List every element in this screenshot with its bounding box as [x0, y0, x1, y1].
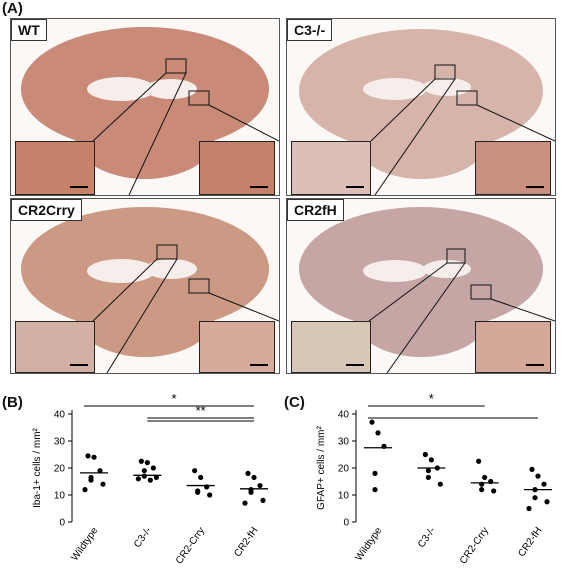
data-point	[428, 457, 434, 463]
data-point	[141, 468, 147, 474]
panel-c-label: (C)	[284, 394, 305, 411]
brain-section-cr2fh: CR2fH	[286, 198, 556, 374]
data-point	[372, 470, 378, 476]
significance-label: *	[429, 391, 434, 406]
data-point	[88, 477, 94, 483]
data-point	[526, 505, 532, 512]
tile-label-wt: WT	[11, 19, 47, 41]
data-point	[192, 468, 198, 474]
x-tick-label: C3-/-	[132, 525, 154, 550]
scale-bar	[526, 364, 544, 366]
data-point	[437, 481, 443, 487]
data-point	[91, 454, 97, 460]
scale-bar	[346, 186, 364, 188]
y-tick-label: 10	[338, 491, 350, 502]
data-point	[195, 489, 201, 495]
data-point	[251, 474, 257, 481]
y-tick-label: 10	[54, 491, 66, 502]
x-tick-label: CR2-Crry	[458, 525, 491, 566]
scale-bar	[70, 364, 88, 366]
data-point	[529, 466, 535, 472]
y-tick-label: 30	[338, 437, 350, 448]
data-point	[425, 474, 431, 481]
brain-image-cr2fh	[299, 207, 555, 373]
data-point	[245, 470, 251, 476]
data-point	[544, 499, 550, 505]
y-axis-label: GFAP+ cells / mm²	[316, 426, 327, 510]
scale-bar	[250, 186, 268, 188]
y-tick-label: 20	[54, 464, 66, 475]
scale-bar	[250, 364, 268, 366]
data-point	[372, 487, 378, 493]
inset-wt-left	[15, 141, 95, 195]
inset-wt-right	[199, 141, 275, 195]
brain-section-c3: C3-/-	[286, 18, 556, 196]
y-tick-label: 30	[54, 437, 66, 448]
data-point	[138, 458, 144, 464]
data-point	[135, 476, 141, 482]
inset-cr2crry-right	[199, 321, 275, 373]
inset-cr2fh-right	[475, 321, 551, 373]
data-point	[479, 487, 485, 493]
data-point	[147, 477, 153, 483]
data-point	[541, 481, 547, 487]
data-point	[482, 474, 488, 481]
panel-b-label: (B)	[2, 394, 23, 411]
panel-a-label: (A)	[2, 0, 23, 17]
y-tick-label: 0	[343, 518, 349, 529]
brain-image-c3	[299, 29, 555, 195]
brain-section-cr2crry: CR2Crry	[10, 198, 280, 374]
data-point	[491, 488, 497, 494]
data-point	[369, 419, 375, 425]
data-point	[422, 451, 428, 458]
scale-bar	[346, 364, 364, 366]
data-point	[476, 458, 482, 464]
tile-label-cr2fh: CR2fH	[287, 199, 344, 221]
y-tick-label: 40	[54, 410, 66, 421]
data-point	[257, 482, 263, 489]
data-point	[141, 473, 147, 479]
data-point	[97, 468, 103, 474]
data-point	[425, 468, 431, 474]
y-axis-label: Iba-1+ cells / mm²	[32, 427, 43, 507]
inset-c3-left	[291, 141, 371, 195]
data-point	[248, 489, 254, 495]
scale-bar	[526, 186, 544, 188]
y-tick-label: 40	[338, 410, 350, 421]
data-point	[375, 430, 381, 436]
chart-iba1: 0 10 20 30 40 Iba-1+ cells / mm² Wildtype C3-/-…	[32, 391, 268, 566]
data-point	[85, 453, 91, 459]
data-point	[260, 497, 266, 503]
data-point	[150, 465, 156, 471]
inset-cr2fh-left	[291, 321, 371, 373]
x-tick-label: Wildtype	[353, 525, 384, 563]
x-tick-label: CR2-fH	[232, 525, 260, 559]
x-tick-label: CR2-fH	[516, 525, 544, 559]
brain-section-wt: WT	[10, 18, 280, 196]
data-point	[532, 495, 538, 501]
brain-image-wt	[21, 27, 279, 195]
data-point	[82, 487, 88, 493]
y-tick-label: 0	[59, 518, 65, 529]
x-tick-label: CR2-Crry	[174, 525, 207, 566]
x-tick-label: Wildtype	[69, 525, 100, 563]
significance-label: **	[196, 403, 206, 418]
data-point	[198, 474, 204, 481]
inset-c3-right	[475, 141, 551, 195]
data-point	[153, 474, 159, 481]
data-point	[144, 460, 150, 466]
brain-image-cr2crry	[21, 207, 279, 373]
significance-label: *	[171, 391, 176, 406]
tile-label-cr2crry: CR2Crry	[11, 199, 82, 221]
x-tick-label: C3-/-	[416, 525, 438, 550]
tile-label-c3: C3-/-	[287, 19, 333, 41]
scale-bar	[70, 186, 88, 188]
y-tick-label: 20	[338, 464, 350, 475]
data-point	[535, 473, 541, 479]
chart-gfap: 0 10 20 30 40 GFAP+ cells / mm² Wildtype C3-/- C…	[316, 391, 552, 566]
data-point	[242, 500, 248, 506]
inset-cr2crry-left	[15, 321, 95, 373]
data-point	[207, 492, 213, 498]
data-point	[100, 481, 106, 487]
